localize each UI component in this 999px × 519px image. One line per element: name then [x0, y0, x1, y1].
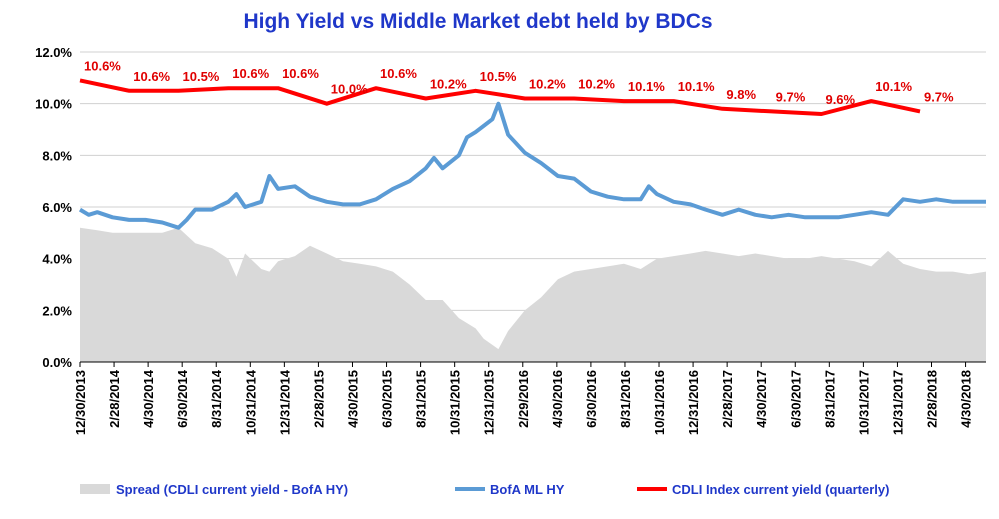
cdli-data-label: 10.6% — [380, 66, 417, 81]
cdli-data-label: 9.7% — [776, 89, 806, 104]
cdli-series-line — [79, 78, 921, 116]
y-tick-label: 4.0% — [42, 252, 72, 267]
x-tick-label: 4/30/2015 — [346, 370, 361, 428]
legend-label-cdli: CDLI Index current yield (quarterly) — [672, 482, 889, 497]
y-tick-label: 0.0% — [42, 355, 72, 370]
cdli-data-label: 10.1% — [628, 79, 665, 94]
x-tick-label: 12/31/2016 — [686, 370, 701, 435]
x-tick-label: 8/31/2017 — [822, 370, 837, 428]
cdli-data-label: 10.6% — [282, 66, 319, 81]
x-tick-label: 6/30/2015 — [380, 370, 395, 428]
cdli-data-label: 10.0% — [331, 82, 368, 97]
y-tick-label: 2.0% — [42, 303, 72, 318]
x-tick-label: 10/31/2014 — [243, 369, 258, 435]
y-tick-label: 8.0% — [42, 148, 72, 163]
legend-swatch-spread — [80, 484, 110, 494]
spread-area — [80, 227, 986, 362]
legend-label-spread: Spread (CDLI current yield - BofA HY) — [116, 482, 348, 497]
legend-label-hy: BofA ML HY — [490, 482, 565, 497]
x-tick-label: 10/31/2017 — [856, 370, 871, 435]
cdli-line-layer — [79, 78, 921, 116]
cdli-data-label: 10.6% — [84, 58, 121, 73]
x-tick-label: 8/31/2015 — [414, 370, 429, 428]
x-tick-label: 12/31/2015 — [482, 370, 497, 435]
y-tick-label: 12.0% — [35, 45, 72, 60]
cdli-data-label: 10.2% — [578, 77, 615, 92]
cdli-data-label: 9.8% — [726, 87, 756, 102]
data-labels: 10.6% 10.6% 10.5% 10.6% 10.6% 10.0% 10.6% 10.2%… — [84, 58, 954, 107]
cdli-data-label: 10.6% — [232, 66, 269, 81]
cdli-data-label: 10.2% — [430, 77, 467, 92]
x-tick-label: 12/31/2014 — [277, 369, 292, 435]
x-tick-label: 8/31/2014 — [209, 369, 224, 428]
x-tick-label: 4/30/2018 — [959, 370, 974, 428]
x-tick-label: 4/30/2014 — [141, 369, 156, 428]
x-tick-label: 10/31/2015 — [448, 370, 463, 435]
x-tick-label: 6/30/2017 — [788, 370, 803, 428]
cdli-data-label: 10.6% — [133, 69, 170, 84]
x-tick-label: 6/30/2014 — [175, 369, 190, 428]
x-tick-label: 12/31/2017 — [890, 370, 905, 435]
x-tick-label: 2/28/2014 — [107, 369, 122, 428]
cdli-data-label: 9.7% — [924, 89, 954, 104]
legend: Spread (CDLI current yield - BofA HY) Bo… — [80, 482, 889, 497]
cdli-data-label: 9.6% — [825, 92, 855, 107]
y-tick-label: 10.0% — [35, 97, 72, 112]
hy-series-line — [78, 101, 986, 230]
x-tick-label: 4/30/2016 — [550, 370, 565, 428]
cdli-data-label: 10.5% — [480, 69, 517, 84]
x-tick-label: 12/30/2013 — [73, 370, 88, 435]
y-axis: 0.0% 2.0% 4.0% 6.0% 8.0% 10.0% 12.0% — [35, 45, 72, 370]
cdli-data-label: 10.2% — [529, 77, 566, 92]
x-tick-label: 2/29/2016 — [516, 370, 531, 428]
cdli-data-label: 10.1% — [875, 79, 912, 94]
cdli-data-label: 10.5% — [183, 69, 220, 84]
x-axis: 12/30/2013 2/28/2014 4/30/2014 6/30/2014 8/3… — [73, 361, 986, 435]
x-tick-label: 2/28/2017 — [720, 370, 735, 428]
x-tick-label: 10/31/2016 — [652, 370, 667, 435]
hy-line-layer — [78, 101, 986, 230]
y-tick-label: 6.0% — [42, 200, 72, 215]
spread-area-layer — [80, 227, 986, 362]
x-tick-label: 2/28/2018 — [925, 370, 940, 428]
x-tick-label: 8/31/2016 — [618, 370, 633, 428]
x-tick-label: 2/28/2015 — [311, 370, 326, 428]
x-tick-label: 4/30/2017 — [754, 370, 769, 428]
x-tick-label: 6/30/2016 — [584, 370, 599, 428]
cdli-data-label: 10.1% — [678, 79, 715, 94]
chart-title: High Yield vs Middle Market debt held by… — [243, 10, 712, 33]
